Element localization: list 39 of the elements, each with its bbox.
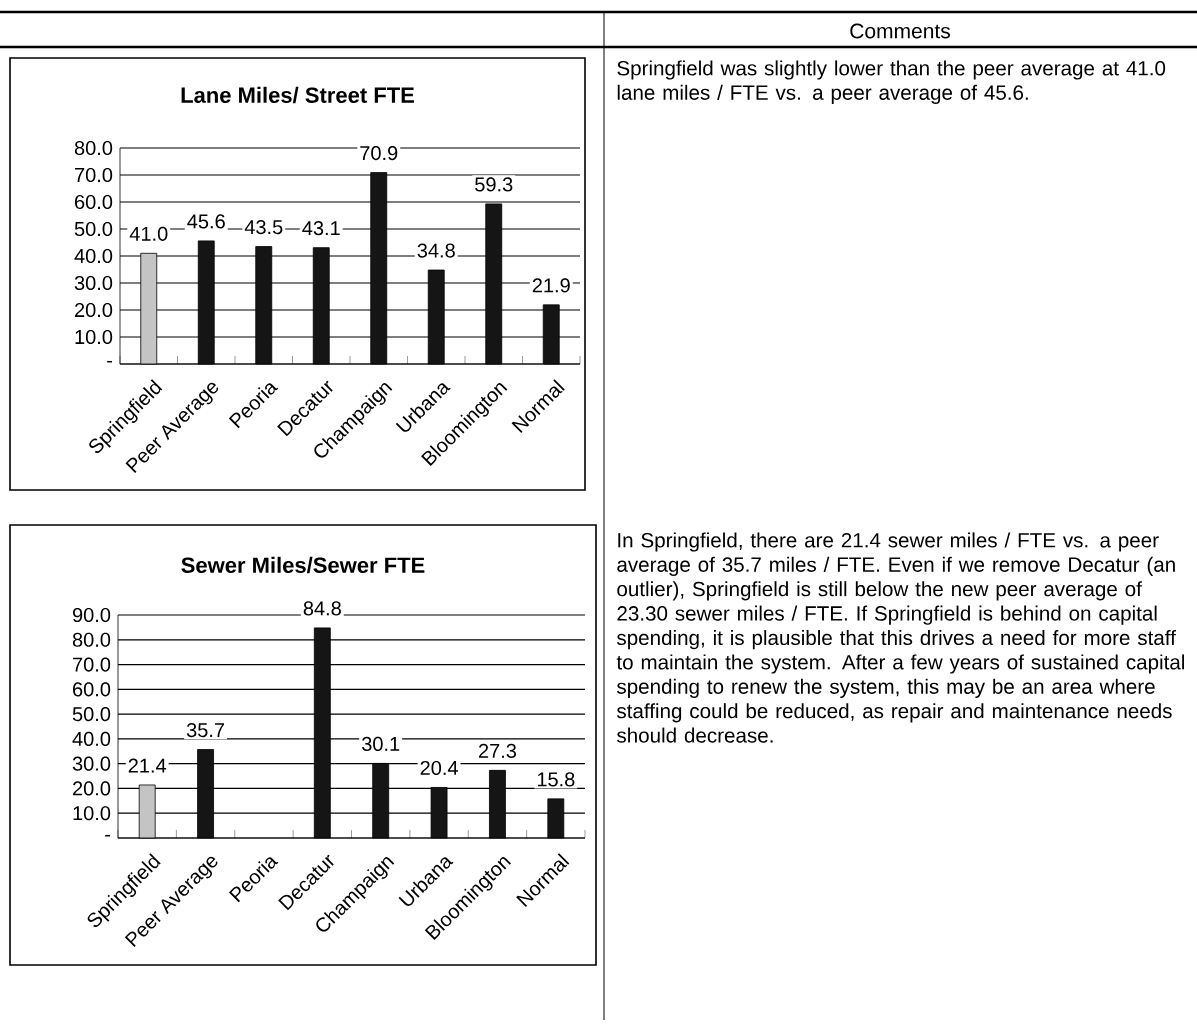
y-tick-label: 10.0 — [73, 806, 111, 821]
y-tick-label: - — [105, 834, 111, 837]
y-tick-label: 80.0 — [72, 632, 111, 647]
y-tick-label: - — [107, 360, 113, 363]
y-tick-label: 70.0 — [73, 657, 111, 672]
data-label: 20.4 — [420, 760, 458, 776]
text: Springfield was slightly lower than the peer average at 41.0 lane miles / FTE vs. a peer average of 45.6. — [617, 60, 1166, 104]
data-label: 21.9 — [532, 278, 570, 293]
y-tick-label: 30.0 — [74, 275, 113, 291]
data-label: 84.8 — [303, 601, 341, 616]
y-tick-label: 50.0 — [72, 707, 111, 722]
data-label: 41.0 — [129, 226, 168, 241]
y-tick-label: 10.0 — [75, 329, 113, 345]
data-label: 15.8 — [537, 772, 575, 787]
data-label: 70.9 — [360, 146, 398, 161]
y-tick-label: 20.0 — [75, 302, 113, 318]
y-tick-label: 70.0 — [75, 167, 113, 183]
data-label: 21.4 — [128, 758, 167, 773]
y-tick-label: 60.0 — [73, 682, 111, 697]
data-label: 30.1 — [361, 736, 400, 752]
text: In Springfield, there are 21.4 sewer miles / FTE vs. a peer average of 35.7 miles / FTE. Even if we remove Decatur (an outlier), Springfield is still below the new peer average of 23.30 sewer miles / FTE. If Springfield is behind on capital spending, it is plausible that this drives a need for more staff to maintain the system. After a few years of sustained capital spending to renew the system, this may be an area where staffing could be reduced, as repair and maintenance needs should decrease. — [616, 532, 1185, 743]
chart-title: Lane Miles/ Street FTE — [181, 86, 414, 104]
y-tick-label: 60.0 — [75, 194, 113, 210]
data-label: 35.7 — [186, 722, 225, 738]
y-tick-label: 20.0 — [73, 781, 111, 796]
data-label: 43.1 — [302, 221, 340, 236]
y-tick-label: 40.0 — [72, 731, 111, 746]
data-label: 45.6 — [187, 214, 225, 229]
text: Comments — [850, 23, 950, 39]
data-label: 43.5 — [244, 219, 283, 235]
data-label: 27.3 — [478, 743, 517, 758]
y-tick-label: 80.0 — [74, 140, 113, 156]
y-tick-label: 30.0 — [72, 756, 111, 771]
y-tick-label: 90.0 — [72, 607, 111, 623]
chart-title: Sewer Miles/Sewer FTE — [181, 556, 425, 574]
y-tick-label: 40.0 — [74, 248, 113, 264]
data-label: 34.8 — [417, 243, 455, 258]
y-tick-label: 50.0 — [74, 221, 113, 237]
data-label: 59.3 — [475, 177, 513, 192]
